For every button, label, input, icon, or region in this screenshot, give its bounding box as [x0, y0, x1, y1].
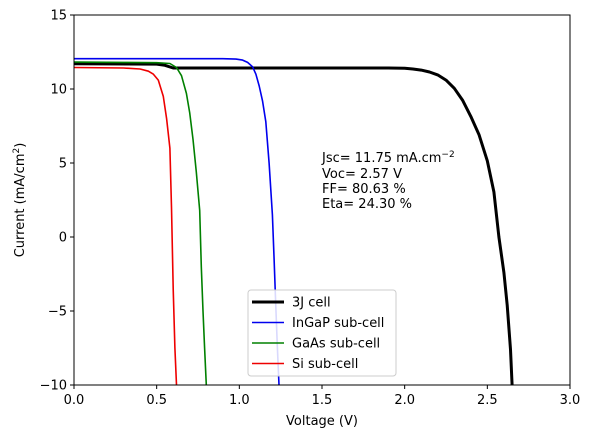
metrics-annotation: Jsc= 11.75 mA.cm−2 Voc= 2.57 V FF= 80.63…: [321, 150, 455, 212]
legend-label: InGaP sub-cell: [292, 316, 384, 331]
legend: 3J cell InGaP sub-cell GaAs sub-cell Si sub…: [247, 289, 397, 377]
y-tick-label: 5: [59, 157, 67, 172]
x-tick-label: 0.5: [146, 393, 167, 408]
x-tick-label: 0.0: [64, 393, 85, 408]
x-tick-label: 2.0: [394, 393, 415, 408]
legend-label: 3J cell: [292, 296, 331, 311]
x-tick-label: 2.5: [477, 393, 498, 408]
legend-label: Si sub-cell: [292, 357, 358, 372]
voc-annotation: Voc= 2.57 V: [322, 167, 402, 182]
legend-box: [247, 289, 397, 377]
ff-annotation: FF= 80.63 %: [322, 182, 406, 197]
y-tick-label: 10: [50, 83, 67, 98]
y-axis-label-base: Current (mA/cm: [13, 154, 28, 258]
series-line-ingap-sub-cell: [74, 57, 280, 385]
legend-label: GaAs sub-cell: [292, 337, 380, 352]
x-tick-label: 1.0: [229, 393, 250, 408]
eta-annotation: Eta= 24.30 %: [322, 197, 412, 212]
y-axis-label-sup: 2: [12, 148, 22, 154]
y-axis-label: Current (mA/cm2): [12, 143, 28, 258]
y-axis-label-tail: ): [13, 143, 28, 148]
series-line-si-sub-cell: [74, 66, 178, 385]
x-tick-label: 1.5: [312, 393, 333, 408]
jsc-annotation: Jsc= 11.75 mA.cm−2: [321, 150, 455, 166]
y-tick-label: 0: [59, 231, 67, 246]
series-line-gaas-sub-cell: [74, 61, 208, 385]
x-axis-label: Voltage (V): [286, 414, 358, 429]
x-axis: 0.0 0.5 1.0 1.5 2.0 2.5 3.0: [64, 385, 581, 408]
series-layer: [74, 57, 514, 385]
y-axis: −10 −5 0 5 10 15: [40, 9, 74, 394]
x-tick-label: 3.0: [560, 393, 581, 408]
series-line-3j-cell: [74, 62, 514, 385]
y-tick-label: 15: [50, 9, 67, 24]
y-tick-label: −10: [40, 379, 67, 394]
y-tick-label: −5: [48, 305, 67, 320]
